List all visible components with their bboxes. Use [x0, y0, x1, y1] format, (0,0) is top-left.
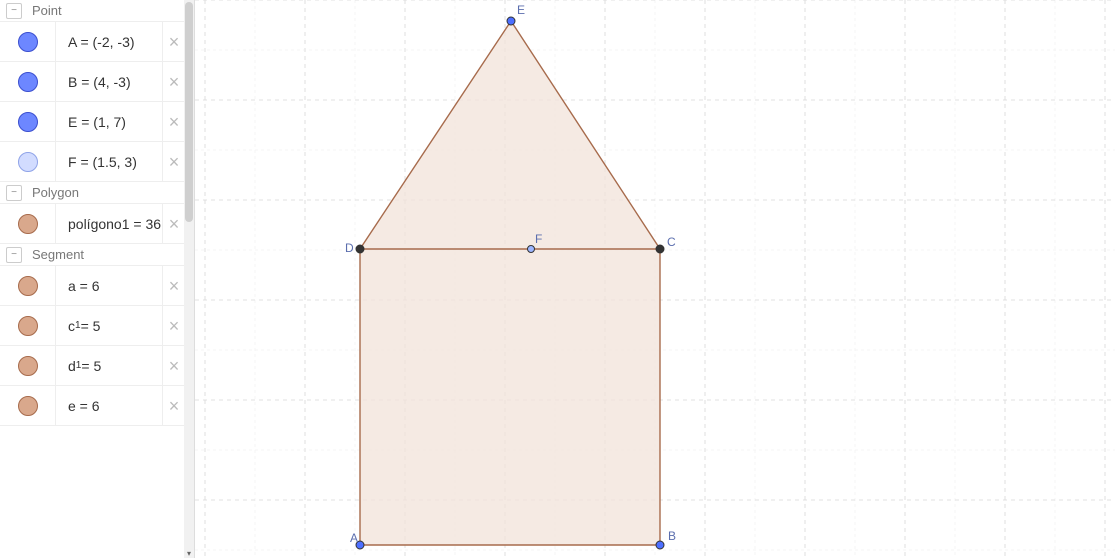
object-row[interactable]: e = 6 ×: [0, 386, 185, 426]
group-title: Polygon: [32, 185, 79, 200]
delete-icon[interactable]: ×: [169, 317, 180, 335]
algebra-panel: −PointA = (-2, -3)×B = (4, -3)×E = (1, 7…: [0, 0, 195, 558]
object-row[interactable]: A = (-2, -3) ×: [0, 22, 185, 62]
color-swatch-icon: [18, 72, 38, 92]
point-C[interactable]: [656, 245, 664, 253]
color-swatch-icon: [18, 396, 38, 416]
scroll-down-icon[interactable]: ▾: [184, 548, 194, 558]
point-label: C: [667, 235, 676, 249]
object-row[interactable]: c1 = 5 ×: [0, 306, 185, 346]
object-definition[interactable]: d1 = 5: [56, 346, 163, 385]
delete-icon[interactable]: ×: [169, 357, 180, 375]
object-row[interactable]: polígono1 = 36 ×: [0, 204, 185, 244]
delete-icon[interactable]: ×: [169, 215, 180, 233]
visibility-toggle[interactable]: [0, 62, 56, 101]
visibility-toggle[interactable]: [0, 204, 56, 243]
color-swatch-icon: [18, 152, 38, 172]
object-definition[interactable]: c1 = 5: [56, 306, 163, 345]
delete-icon[interactable]: ×: [169, 397, 180, 415]
point-label: E: [517, 3, 525, 17]
color-swatch-icon: [18, 214, 38, 234]
object-definition[interactable]: B = (4, -3): [56, 62, 163, 101]
color-swatch-icon: [18, 112, 38, 132]
object-definition[interactable]: A = (-2, -3): [56, 22, 163, 61]
object-definition[interactable]: E = (1, 7): [56, 102, 163, 141]
color-swatch-icon: [18, 276, 38, 296]
visibility-toggle[interactable]: [0, 346, 56, 385]
scrollbar-thumb[interactable]: [185, 2, 193, 222]
delete-icon[interactable]: ×: [169, 33, 180, 51]
object-row[interactable]: F = (1.5, 3) ×: [0, 142, 185, 182]
visibility-toggle[interactable]: [0, 266, 56, 305]
app-root: −PointA = (-2, -3)×B = (4, -3)×E = (1, 7…: [0, 0, 1115, 558]
group-header[interactable]: −Polygon: [0, 182, 185, 204]
collapse-icon[interactable]: −: [6, 185, 22, 201]
group-header[interactable]: −Segment: [0, 244, 185, 266]
object-row[interactable]: E = (1, 7) ×: [0, 102, 185, 142]
color-swatch-icon: [18, 356, 38, 376]
object-definition[interactable]: polígono1 = 36: [56, 204, 163, 243]
point-E[interactable]: [507, 17, 515, 25]
visibility-toggle[interactable]: [0, 142, 56, 181]
group-title: Point: [32, 3, 62, 18]
object-row[interactable]: d1 = 5 ×: [0, 346, 185, 386]
collapse-icon[interactable]: −: [6, 3, 22, 19]
object-row[interactable]: B = (4, -3) ×: [0, 62, 185, 102]
delete-icon[interactable]: ×: [169, 153, 180, 171]
color-swatch-icon: [18, 316, 38, 336]
sidebar-scrollbar[interactable]: ▴ ▾: [184, 0, 194, 558]
group-header[interactable]: −Point: [0, 0, 185, 22]
delete-icon[interactable]: ×: [169, 73, 180, 91]
visibility-toggle[interactable]: [0, 306, 56, 345]
visibility-toggle[interactable]: [0, 102, 56, 141]
canvas-svg: A B C D E F: [195, 0, 1115, 558]
object-definition[interactable]: F = (1.5, 3): [56, 142, 163, 181]
visibility-toggle[interactable]: [0, 22, 56, 61]
point-label: D: [345, 241, 354, 255]
point-D[interactable]: [356, 245, 364, 253]
delete-icon[interactable]: ×: [169, 113, 180, 131]
object-row[interactable]: a = 6 ×: [0, 266, 185, 306]
graphics-view[interactable]: A B C D E F: [195, 0, 1115, 558]
algebra-list: −PointA = (-2, -3)×B = (4, -3)×E = (1, 7…: [0, 0, 185, 558]
point-label: A: [350, 531, 358, 545]
point-F[interactable]: [528, 246, 535, 253]
collapse-icon[interactable]: −: [6, 247, 22, 263]
point-label: F: [535, 232, 542, 246]
visibility-toggle[interactable]: [0, 386, 56, 425]
point-label: B: [668, 529, 676, 543]
delete-icon[interactable]: ×: [169, 277, 180, 295]
group-title: Segment: [32, 247, 84, 262]
object-definition[interactable]: a = 6: [56, 266, 163, 305]
object-definition[interactable]: e = 6: [56, 386, 163, 425]
color-swatch-icon: [18, 32, 38, 52]
point-B[interactable]: [656, 541, 664, 549]
